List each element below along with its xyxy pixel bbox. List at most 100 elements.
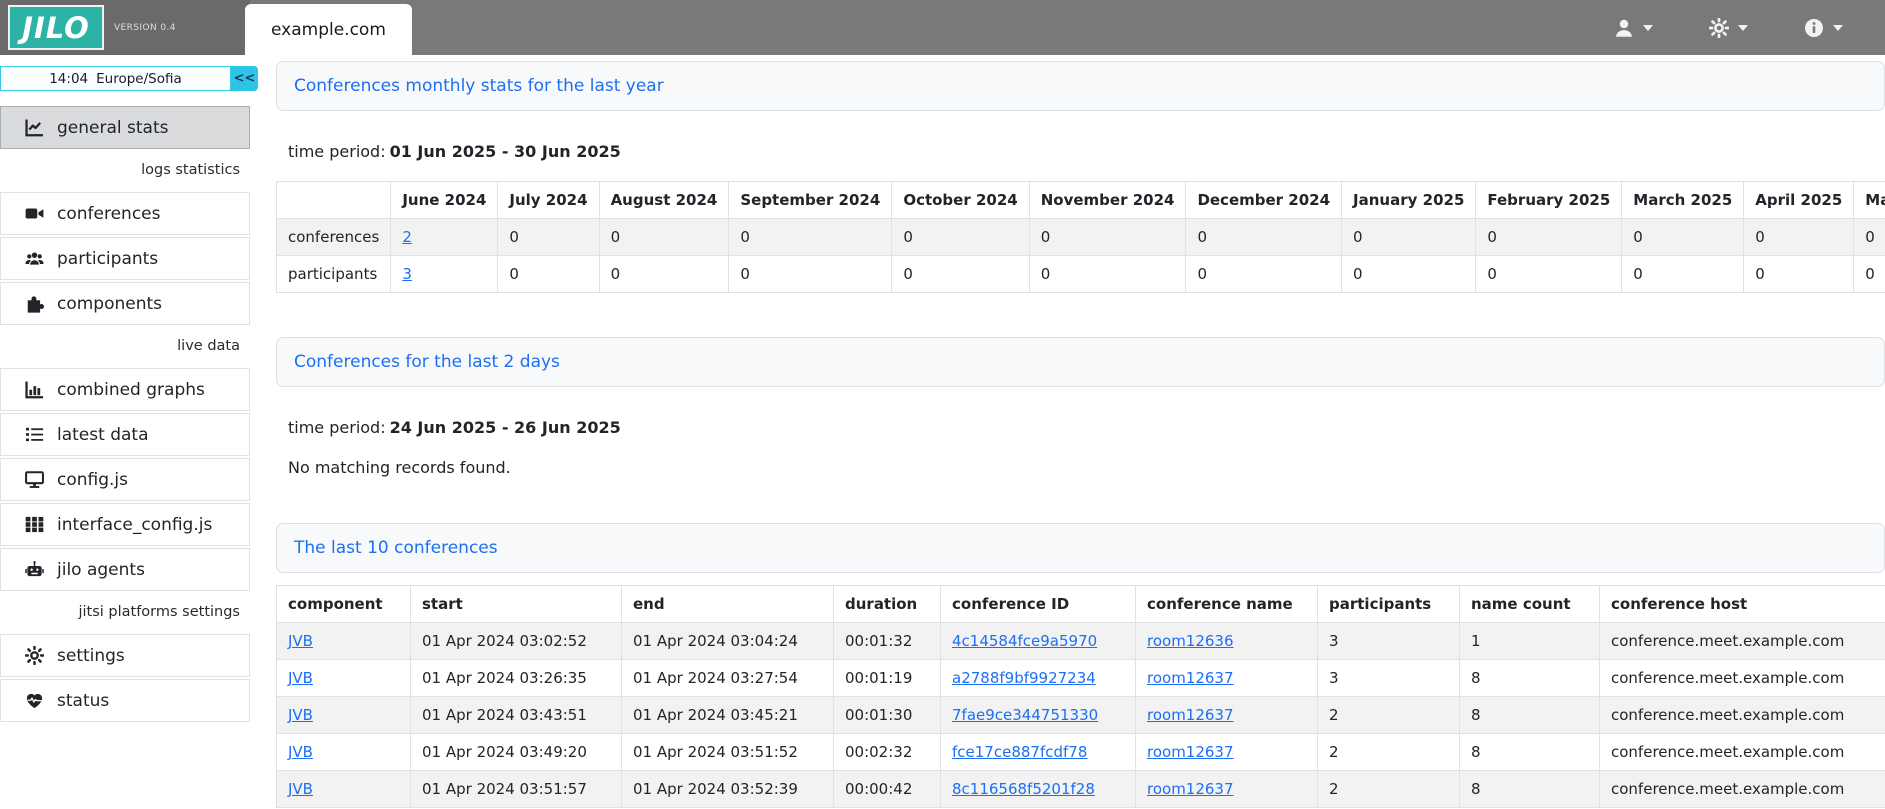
table-link[interactable]: 2 <box>402 228 412 246</box>
table-cell: 0 <box>1341 218 1477 256</box>
column-header: August 2024 <box>598 181 730 219</box>
column-header: start <box>410 585 622 623</box>
table-cell: 1 <box>1459 622 1600 660</box>
last-conferences-table-wrap: component start end duration conference ID co… <box>276 585 1885 808</box>
platform-tab-label: example.com <box>271 19 386 40</box>
column-header: November 2024 <box>1028 181 1187 219</box>
chevron-down-icon <box>1833 24 1843 31</box>
table-cell: 01 Apr 2024 03:49:20 <box>410 733 622 771</box>
table-cell: conference.meet.example.com <box>1599 696 1885 734</box>
column-header: end <box>621 585 834 623</box>
column-header: duration <box>833 585 941 623</box>
table-cell: 8 <box>1459 770 1600 808</box>
table-cell: 00:01:32 <box>833 622 941 660</box>
table-cell: conference.meet.example.com <box>1599 622 1885 660</box>
sidebar-item-combined-graphs[interactable]: combined graphs <box>0 368 250 411</box>
sidebar-item-participants[interactable]: participants <box>0 237 250 280</box>
column-header: June 2024 <box>390 181 499 219</box>
column-header: name count <box>1459 585 1600 623</box>
sidebar-section-jitsi-platforms-settings: jitsi platforms settings <box>78 604 240 620</box>
sidebar-item-components[interactable]: components <box>0 282 250 325</box>
sidebar-item-label: interface_config.js <box>57 514 213 535</box>
table-cell: 3 <box>1317 622 1460 660</box>
table-cell: room12637 <box>1135 770 1318 808</box>
sidebar-item-label: conferences <box>57 203 161 224</box>
sidebar-item-label: general stats <box>57 117 169 138</box>
time-period-value: 24 Jun 2025 - 26 Jun 2025 <box>389 418 621 437</box>
clock-time: 14:04 <box>49 70 89 87</box>
table-cell: 2 <box>390 218 499 256</box>
section-header-last-2-days[interactable]: Conferences for the last 2 days <box>276 337 1885 387</box>
column-header: April 2025 <box>1743 181 1855 219</box>
column-header: March 2025 <box>1621 181 1745 219</box>
table-link[interactable]: JVB <box>288 706 313 724</box>
table-cell: 01 Apr 2024 03:45:21 <box>621 696 834 734</box>
sidebar-item-settings[interactable]: settings <box>0 634 250 677</box>
sidebar-item-label: combined graphs <box>57 379 205 400</box>
table-link[interactable]: room12636 <box>1147 632 1234 650</box>
table-link[interactable]: JVB <box>288 632 313 650</box>
table-link[interactable]: JVB <box>288 780 313 798</box>
user-icon <box>1614 18 1634 38</box>
table-link[interactable]: 3 <box>402 265 412 283</box>
table-cell: 0 <box>598 255 730 293</box>
table-cell: 0 <box>497 255 600 293</box>
table-link[interactable]: room12637 <box>1147 743 1234 761</box>
gear-icon <box>1709 17 1729 38</box>
table-row: participants3000000000000 <box>276 255 1885 293</box>
table-cell: 01 Apr 2024 03:27:54 <box>621 659 834 697</box>
column-header: conference host <box>1599 585 1885 623</box>
column-header: participants <box>1317 585 1460 623</box>
table-link[interactable]: 7fae9ce344751330 <box>952 706 1099 724</box>
table-cell: 0 <box>497 218 600 256</box>
sidebar-item-jilo-agents[interactable]: jilo agents <box>0 548 250 591</box>
chevron-down-icon <box>1738 24 1748 31</box>
table-cell: 01 Apr 2024 03:26:35 <box>410 659 622 697</box>
table-cell: 0 <box>728 255 893 293</box>
info-menu[interactable] <box>1804 18 1843 38</box>
table-link[interactable]: 4c14584fce9a5970 <box>952 632 1098 650</box>
sidebar-item-conferences[interactable]: conferences <box>0 192 250 235</box>
clock-display: 14:04 Europe/Sofia <box>0 66 231 91</box>
sidebar-item-interface-config-js[interactable]: interface_config.js <box>0 503 250 546</box>
sidebar-item-config-js[interactable]: config.js <box>0 458 250 501</box>
sidebar-item-latest-data[interactable]: latest data <box>0 413 250 456</box>
sidebar-item-status[interactable]: status <box>0 679 250 722</box>
sidebar-collapse-button[interactable]: << <box>231 66 258 91</box>
app-logo-text: JILO <box>22 10 90 45</box>
settings-menu[interactable] <box>1709 17 1748 38</box>
table-cell: 4c14584fce9a5970 <box>940 622 1136 660</box>
table-link[interactable]: room12637 <box>1147 706 1234 724</box>
sidebar-item-label: jilo agents <box>57 559 145 580</box>
platform-tab-example-com[interactable]: example.com <box>245 4 412 55</box>
table-link[interactable]: fce17ce887fcdf78 <box>952 743 1088 761</box>
table-cell: participants <box>276 255 392 293</box>
section-title: Conferences for the last 2 days <box>294 352 560 372</box>
time-period-label: time period: <box>288 418 386 437</box>
section-header-last-10-conferences[interactable]: The last 10 conferences <box>276 523 1885 573</box>
table-link[interactable]: JVB <box>288 669 313 687</box>
table-link[interactable]: a2788f9bf9927234 <box>952 669 1096 687</box>
table-cell: 0 <box>598 218 730 256</box>
user-menu[interactable] <box>1614 18 1653 38</box>
main-content: Conferences monthly stats for the last y… <box>250 55 1885 809</box>
table-link[interactable]: JVB <box>288 743 313 761</box>
sidebar-item-general-stats[interactable]: general stats <box>0 106 250 149</box>
section-header-monthly-stats[interactable]: Conferences monthly stats for the last y… <box>276 61 1885 111</box>
users-icon <box>25 249 44 268</box>
table-cell: 01 Apr 2024 03:51:52 <box>621 733 834 771</box>
time-period-value: 01 Jun 2025 - 30 Jun 2025 <box>389 142 621 161</box>
table-cell: 0 <box>1185 255 1343 293</box>
topbar-left-block: JILO VERSION 0.4 <box>0 0 250 55</box>
table-cell: conference.meet.example.com <box>1599 770 1885 808</box>
table-link[interactable]: room12637 <box>1147 780 1234 798</box>
table-link[interactable]: 8c116568f5201f28 <box>952 780 1095 798</box>
sidebar: 14:04 Europe/Sofia << general stats logs… <box>0 55 258 809</box>
sidebar-section-live-data: live data <box>177 338 240 354</box>
table-link[interactable]: room12637 <box>1147 669 1234 687</box>
time-period-label: time period: <box>288 142 386 161</box>
table-cell: 0 <box>1853 255 1885 293</box>
app-logo[interactable]: JILO <box>8 5 104 50</box>
column-header: July 2024 <box>497 181 600 219</box>
table-cell: room12636 <box>1135 622 1318 660</box>
